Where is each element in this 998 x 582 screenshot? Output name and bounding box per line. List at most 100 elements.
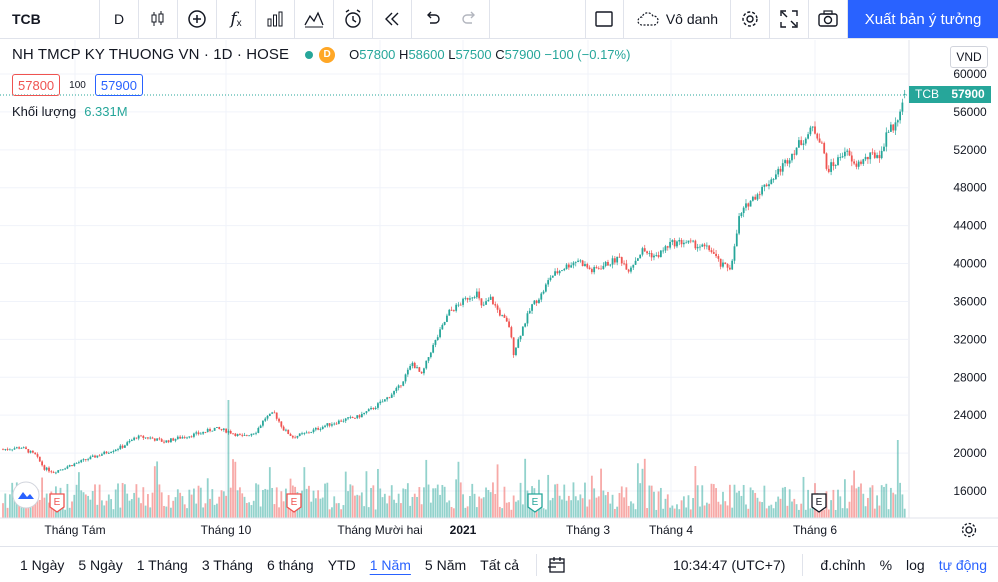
range-ytd[interactable]: YTD xyxy=(327,556,356,573)
volume-bar xyxy=(227,400,230,518)
candle-body xyxy=(94,455,96,458)
range-5d[interactable]: 5 Ngày xyxy=(78,556,123,573)
alert-clock-icon[interactable] xyxy=(334,0,373,38)
time-tick-label: Tháng 10 xyxy=(201,523,252,537)
adjust-toggle[interactable]: đ.chỉnh xyxy=(820,556,866,573)
range-all[interactable]: Tất cả xyxy=(480,556,520,573)
delayed-badge[interactable]: D xyxy=(319,46,336,63)
volume-bar xyxy=(193,488,195,518)
volume-bar xyxy=(114,489,117,518)
candle-body xyxy=(699,246,701,248)
goto-date-icon[interactable] xyxy=(547,556,567,574)
symbol-search[interactable]: TCB xyxy=(0,0,100,38)
undo-icon[interactable] xyxy=(412,0,451,38)
layout-name-button[interactable]: Vô danh xyxy=(624,0,731,38)
camera-icon[interactable] xyxy=(809,0,848,38)
range-5y[interactable]: 5 Năm xyxy=(424,556,467,573)
candle-body xyxy=(363,412,366,414)
volume-bar xyxy=(613,508,616,518)
candle-body xyxy=(20,447,23,449)
range-1d[interactable]: 1 Ngày xyxy=(20,556,65,573)
templates-icon[interactable] xyxy=(295,0,334,38)
price-tick-label: 40000 xyxy=(953,257,987,271)
candle-body xyxy=(692,240,694,242)
candle-body xyxy=(503,314,506,318)
volume-bar xyxy=(751,490,754,518)
auto-scale-toggle[interactable]: tự động xyxy=(938,556,987,573)
tradingview-logo-icon[interactable] xyxy=(12,481,40,509)
currency-button[interactable]: VND xyxy=(950,46,988,68)
fullscreen-icon[interactable] xyxy=(770,0,809,38)
volume-bar xyxy=(584,482,586,518)
volume-bar xyxy=(402,488,405,518)
volume-bar xyxy=(342,505,345,518)
volume-bar xyxy=(64,509,67,518)
range-6m[interactable]: 6 tháng xyxy=(266,556,314,573)
candle-body xyxy=(211,430,214,432)
price-chart[interactable]: 60000 56000 52000 48000 44000 40000 36000 32000… xyxy=(0,40,998,540)
volume-bar xyxy=(774,501,777,518)
interval-button[interactable]: D xyxy=(100,0,139,38)
candle-body xyxy=(777,168,780,175)
volume-bar xyxy=(892,492,895,518)
candle-body xyxy=(416,367,418,369)
replay-icon[interactable] xyxy=(373,0,412,38)
volume-bar xyxy=(547,474,550,518)
range-1m[interactable]: 1 Tháng xyxy=(136,556,188,573)
log-toggle[interactable]: log xyxy=(906,556,925,573)
chart-pane[interactable]: 60000 56000 52000 48000 44000 40000 36000 32000… xyxy=(0,40,998,540)
buy-price-box[interactable]: 57900 xyxy=(94,74,143,96)
volume-bar xyxy=(404,489,407,518)
candles-icon[interactable] xyxy=(139,0,178,38)
candle-body xyxy=(855,163,858,167)
candle-body xyxy=(673,240,676,247)
candle-body xyxy=(188,436,191,438)
earnings-event-icon[interactable]: E xyxy=(811,493,827,513)
candle-body xyxy=(643,248,646,252)
candle-body xyxy=(876,155,878,158)
candle-body xyxy=(402,381,405,386)
volume-bar xyxy=(383,493,386,518)
settings-gear-icon[interactable] xyxy=(731,0,770,38)
earnings-event-icon[interactable]: E xyxy=(527,493,543,513)
candle-body xyxy=(45,467,48,470)
candle-body xyxy=(733,246,736,261)
axis-settings-icon[interactable] xyxy=(961,522,977,538)
publish-idea-button[interactable]: Xuất bản ý tưởng xyxy=(848,0,998,38)
candle-body xyxy=(379,401,382,404)
range-1y[interactable]: 1 Năm xyxy=(369,556,411,573)
volume-bar xyxy=(804,509,807,518)
timezone-clock[interactable]: 10:34:47 (UTC+7) xyxy=(672,556,786,573)
earnings-event-icon[interactable]: E xyxy=(286,493,302,513)
candle-body xyxy=(869,152,872,160)
percent-toggle[interactable]: % xyxy=(879,556,893,573)
candle-body xyxy=(871,152,874,154)
volume-bar xyxy=(604,495,607,518)
volume-bar xyxy=(13,498,16,518)
volume-bar xyxy=(567,495,570,518)
volume-bar xyxy=(850,485,853,518)
range-3m[interactable]: 3 Tháng xyxy=(201,556,253,573)
sell-price-box[interactable]: 57800 xyxy=(12,74,61,96)
volume-bar xyxy=(830,500,832,518)
candle-body xyxy=(335,423,338,425)
compare-add-icon[interactable] xyxy=(178,0,217,38)
volume-bar xyxy=(473,493,476,518)
candle-body xyxy=(250,433,253,436)
candle-body xyxy=(889,124,892,132)
redo-icon[interactable] xyxy=(451,0,490,38)
volume-bar xyxy=(570,500,573,518)
candle-body xyxy=(78,462,80,464)
fullscreen-square-icon[interactable] xyxy=(584,0,624,38)
volume-bar xyxy=(78,472,80,518)
candle-body xyxy=(303,432,306,434)
candle-body xyxy=(464,297,467,299)
volume-bar xyxy=(544,509,547,518)
symbol-title[interactable]: NH TMCP KY THUONG VN · 1D · HOSE xyxy=(12,46,290,63)
volume-bar xyxy=(188,489,191,518)
volume-bar xyxy=(763,485,766,518)
earnings-event-icon[interactable]: E xyxy=(49,493,65,513)
candle-body xyxy=(331,424,333,426)
bars-icon[interactable] xyxy=(256,0,295,38)
